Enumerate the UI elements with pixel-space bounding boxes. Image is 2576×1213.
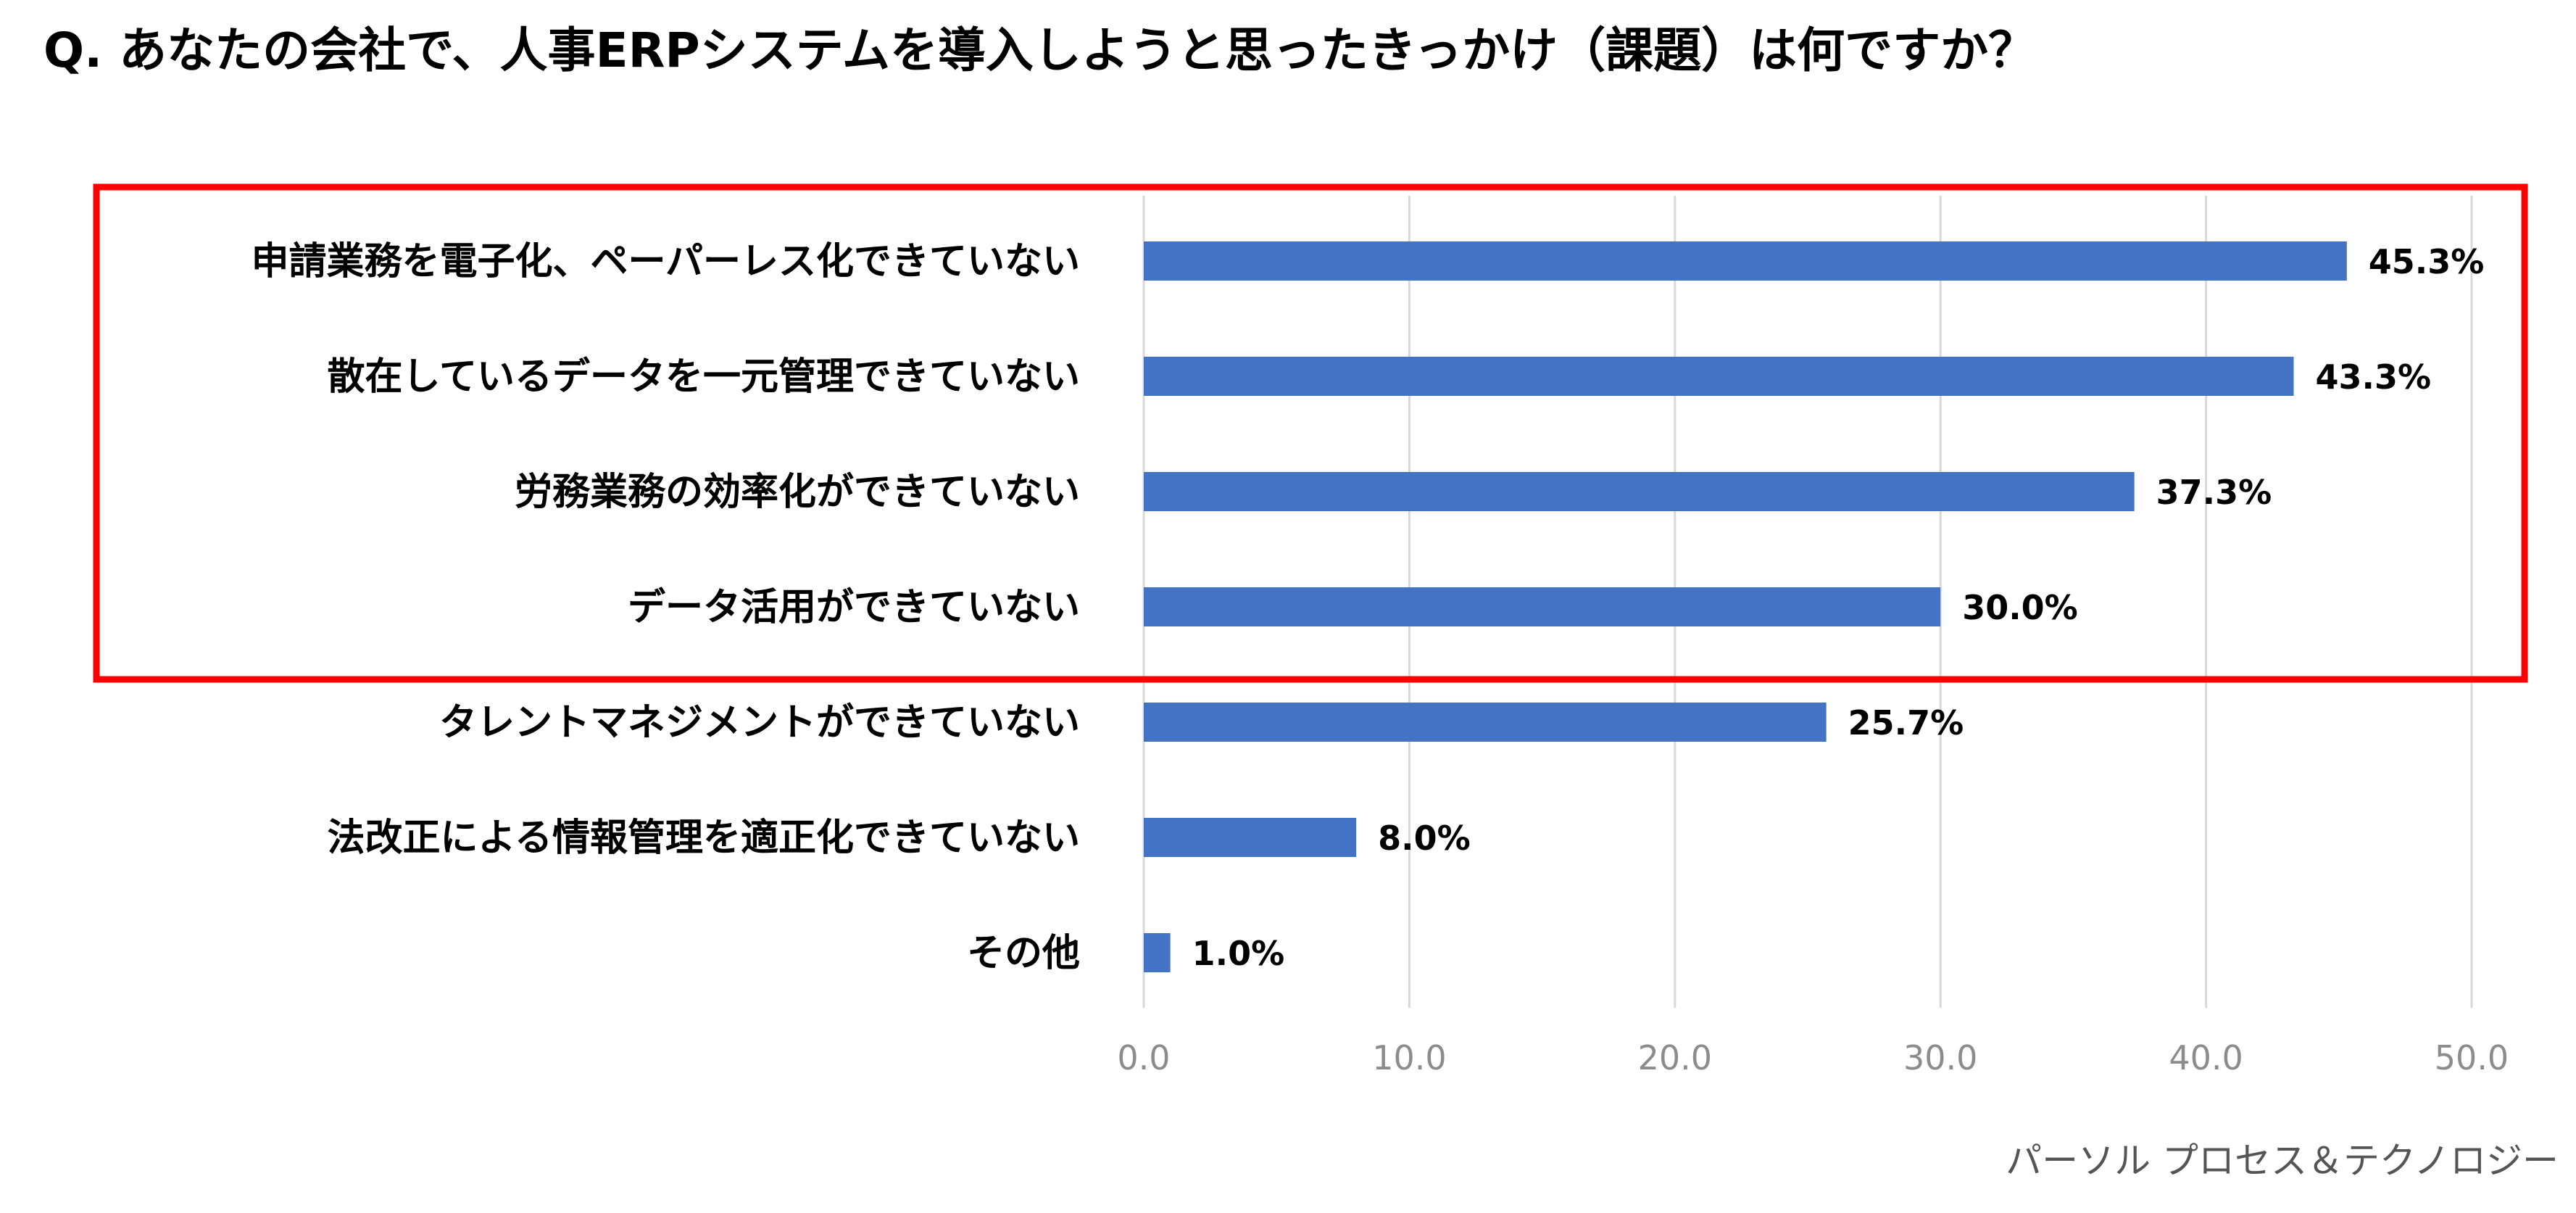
source-credit: パーソル プロセス＆テクノロジー xyxy=(2006,1140,2559,1182)
x-tick-label: 50.0 xyxy=(2435,1038,2509,1077)
x-tick-label: 20.0 xyxy=(1638,1038,1712,1077)
bar xyxy=(1144,818,1357,857)
bar xyxy=(1144,703,1827,742)
bar xyxy=(1144,357,2294,396)
category-label: タレントマネジメントができていない xyxy=(439,701,1080,745)
x-tick-label: 40.0 xyxy=(2169,1038,2243,1077)
value-labels: 45.3% 43.3% 37.3% 30.0% 25.7% 8.0% 1.0% xyxy=(1192,242,2485,973)
x-axis-ticks: 0.0 10.0 20.0 30.0 40.0 50.0 xyxy=(1117,1038,2509,1077)
category-label: 法改正による情報管理を適正化できていない xyxy=(328,816,1080,860)
value-label: 1.0% xyxy=(1192,934,1285,973)
value-label: 45.3% xyxy=(2369,242,2485,281)
category-labels: 申請業務を電子化、ペーパーレス化できていない散在しているデータを一元管理できてい… xyxy=(252,240,1080,975)
value-label: 25.7% xyxy=(1848,703,1964,742)
category-label: 申請業務を電子化、ペーパーレス化できていない xyxy=(252,240,1080,283)
x-tick-label: 30.0 xyxy=(1903,1038,1977,1077)
value-label: 43.3% xyxy=(2316,357,2432,397)
x-tick-label: 0.0 xyxy=(1117,1038,1170,1077)
value-label: 8.0% xyxy=(1378,819,1471,858)
bar xyxy=(1144,933,1171,972)
highlight-box xyxy=(93,183,2528,683)
category-label: その他 xyxy=(967,932,1080,975)
bars xyxy=(1144,241,2347,972)
category-label: データ活用ができていない xyxy=(628,586,1080,629)
bar xyxy=(1144,587,1941,626)
bar xyxy=(1144,241,2347,281)
chart-title: Q. あなたの会社で、人事ERPシステムを導入しようと思ったきっかけ（課題）は何… xyxy=(43,22,2036,78)
value-label: 37.3% xyxy=(2156,473,2272,512)
bar xyxy=(1144,472,2135,511)
value-label: 30.0% xyxy=(1962,588,2078,627)
category-label: 散在しているデータを一元管理できていない xyxy=(328,355,1080,399)
x-tick-label: 10.0 xyxy=(1372,1038,1446,1077)
category-label: 労務業務の効率化ができていない xyxy=(515,471,1080,514)
